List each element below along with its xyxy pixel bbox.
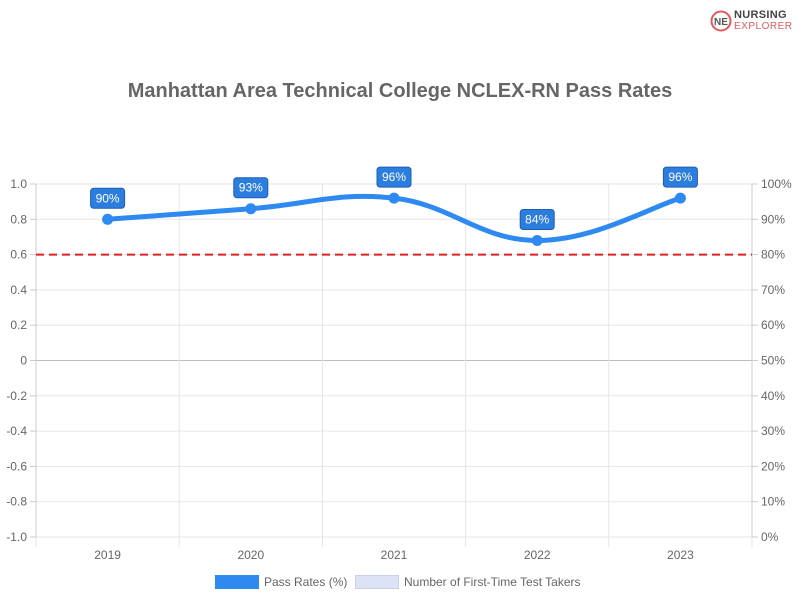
data-point [674,192,686,204]
left-tick-label: -1.0 [6,530,27,544]
x-tick-label: 2020 [237,548,264,562]
data-label-box [376,166,412,188]
left-tick-label: 0 [20,354,27,368]
right-tick-label: 50% [761,354,785,368]
legend: Pass Rates (%) Number of First-Time Test… [0,575,800,593]
right-tick-label: 30% [761,424,785,438]
right-tick-label: 20% [761,459,785,473]
right-tick-label: 80% [761,248,785,262]
data-point [388,192,400,204]
right-axis: 100% 90% 80% 70% 60% 50% 40% 30% 20% 10% 0% [752,177,792,544]
x-tick-label: 2023 [667,548,694,562]
left-tick-label: 0.2 [10,318,27,332]
logo-text-line2: EXPLORER [734,21,793,32]
legend-label-test-takers: Number of First-Time Test Takers [404,575,581,589]
left-tick-label: 0.8 [10,212,27,226]
right-tick-label: 60% [761,318,785,332]
x-tick-label: 2019 [94,548,121,562]
data-label: 96% [668,170,692,184]
right-tick-label: 70% [761,283,785,297]
right-tick-label: 40% [761,389,785,403]
right-tick-label: 0% [761,530,779,544]
legend-swatch-test-takers [355,575,399,589]
legend-swatch-pass-rates [215,575,259,589]
data-label: 84% [525,212,549,226]
x-axis: 2019 2020 2021 2022 2023 [94,548,694,562]
left-tick-label: -0.8 [6,495,27,509]
left-tick-label: 0.4 [10,283,27,297]
right-tick-label: 100% [761,177,792,191]
legend-item-pass-rates[interactable]: Pass Rates (%) [215,575,347,589]
data-label-box [662,166,698,188]
left-tick-label: 0.6 [10,248,27,262]
x-tick-label: 2021 [381,548,408,562]
data-point [245,203,257,215]
data-point [531,234,543,246]
left-tick-label: 1.0 [10,177,27,191]
right-tick-label: 10% [761,495,785,509]
legend-item-test-takers[interactable]: Number of First-Time Test Takers [355,575,580,589]
nursing-explorer-logo: NE NURSING EXPLORER [710,9,794,33]
legend-label-pass-rates: Pass Rates (%) [264,575,348,589]
data-label-box [519,208,555,230]
data-label: 93% [239,181,263,195]
right-tick-label: 90% [761,212,785,226]
data-label: 96% [382,170,406,184]
data-label: 90% [96,191,120,205]
left-axis: 1.0 0.8 0.6 0.4 0.2 0 -0.2 -0.4 -0.6 -0.8 -1.0 [6,177,36,544]
grid [35,183,753,547]
series-group: 90% 93% 96% 84% 96% [90,166,698,246]
left-tick-label: -0.2 [6,389,27,403]
logo-text-line1: NURSING [734,9,787,21]
x-tick-label: 2022 [524,548,551,562]
left-tick-label: -0.6 [6,459,27,473]
data-label-box [90,187,126,209]
data-label-box [233,177,269,199]
chart-title: Manhattan Area Technical College NCLEX-R… [127,80,673,102]
svg-text:NE: NE [714,17,728,28]
data-point [102,213,114,225]
logo-mark-icon: NE [710,10,732,32]
left-tick-label: -0.4 [6,424,27,438]
